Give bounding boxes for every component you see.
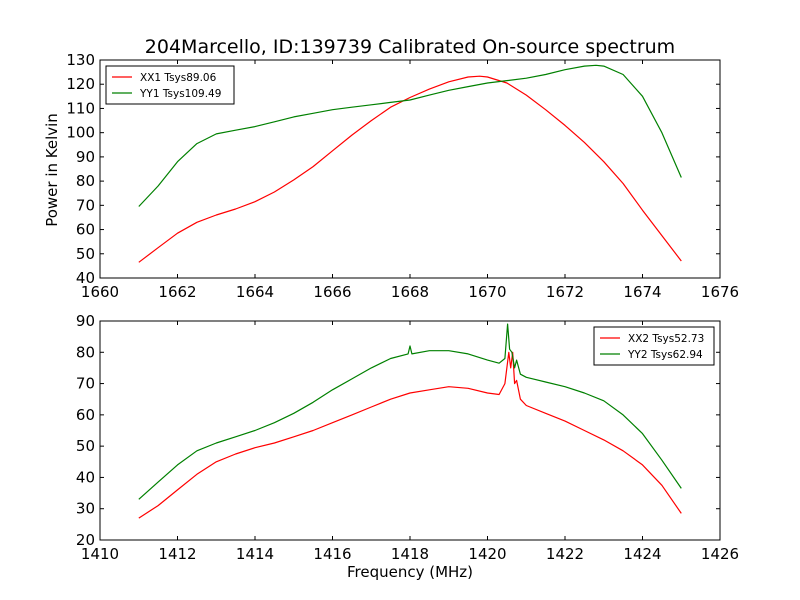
panel-2-y-tick-label: 50 xyxy=(76,437,95,455)
panel-1-x-tick-label: 1660 xyxy=(81,283,119,301)
panel-2-y-tick-label: 20 xyxy=(76,531,95,549)
panel-2-x-tick-label: 1416 xyxy=(313,545,351,563)
panel-1-series-2-line xyxy=(138,64,682,207)
panel-2-y-tick-label: 70 xyxy=(76,375,95,393)
x-axis-label: Frequency (MHz) xyxy=(347,563,473,581)
panel-2-y-tick-label: 90 xyxy=(76,312,95,330)
panel-1-y-tick-label: 40 xyxy=(76,269,95,287)
panel-2-y-tick-label: 60 xyxy=(76,406,95,424)
panel-2-x-tick-label: 1420 xyxy=(468,545,506,563)
y-axis-label: Power in Kelvin xyxy=(43,113,61,227)
panel-1-y-tick-label: 110 xyxy=(66,99,95,117)
chart-title: 204Marcello, ID:139739 Calibrated On-sou… xyxy=(145,36,675,58)
panel-1-x-tick-label: 1672 xyxy=(546,283,584,301)
panel-2-x-tick-label: 1424 xyxy=(623,545,661,563)
panel-1-y-tick-label: 120 xyxy=(66,75,95,93)
panel-1-y-tick-label: 60 xyxy=(76,221,95,239)
panel-1-x-tick-label: 1674 xyxy=(623,283,661,301)
panel-2-x-tick-label: 1414 xyxy=(236,545,274,563)
panel-1-x-tick-label: 1666 xyxy=(313,283,351,301)
chart-panels: 1660 1662 1664 1666 1668 1670 1672 1674 1676 40 50… xyxy=(66,51,739,563)
panel-2: 1410 1412 1414 1416 1418 1420 1422 1424 1426 20 30… xyxy=(76,312,739,563)
panel-1-y-tick-label: 100 xyxy=(66,124,95,142)
panel-2-legend-label-2: YY2 Tsys62.94 xyxy=(627,349,703,361)
panel-1: 1660 1662 1664 1666 1668 1670 1672 1674 1676 40 50… xyxy=(66,51,739,301)
panel-1-legend-box xyxy=(105,65,235,105)
panel-1-series-1-line xyxy=(138,75,682,263)
panel-2-y-tick-label: 40 xyxy=(76,468,95,486)
panel-1-x-tick-label: 1664 xyxy=(236,283,274,301)
panel-2-legend: XX2 Tsys52.73 YY2 Tsys62.94 xyxy=(593,326,715,366)
panel-1-x-tick-label: 1668 xyxy=(391,283,429,301)
panel-1-x-tick-label: 1670 xyxy=(468,283,506,301)
panel-2-x-tick-label: 1410 xyxy=(81,545,119,563)
panel-1-y-tick-label: 80 xyxy=(76,172,95,190)
panel-1-legend: XX1 Tsys89.06 YY1 Tsys109.49 xyxy=(105,65,235,105)
panel-2-series-1-line xyxy=(138,351,682,519)
panel-2-y-tick-label: 80 xyxy=(76,343,95,361)
panel-2-legend-label-1: XX2 Tsys52.73 xyxy=(628,333,704,345)
panel-1-x-tick-label: 1676 xyxy=(701,283,739,301)
panel-1-legend-label-1: XX1 Tsys89.06 xyxy=(140,72,217,84)
panel-1-y-tick-label: 130 xyxy=(66,51,95,69)
panel-1-y-tick-label: 90 xyxy=(76,148,95,166)
panel-1-y-tick-label: 70 xyxy=(76,196,95,214)
panel-2-x-tick-label: 1422 xyxy=(546,545,584,563)
panel-2-y-tick-label: 30 xyxy=(76,500,95,518)
panel-2-x-tick-label: 1418 xyxy=(391,545,429,563)
panel-1-y-tick-label: 50 xyxy=(76,245,95,263)
panel-2-x-tick-label: 1412 xyxy=(158,545,196,563)
panel-2-series-2-line xyxy=(138,323,682,500)
panel-1-x-tick-label: 1662 xyxy=(158,283,196,301)
panel-1-legend-label-2: YY1 Tsys109.49 xyxy=(139,88,221,100)
panel-2-legend-box xyxy=(593,326,715,366)
panel-2-x-tick-label: 1426 xyxy=(701,545,739,563)
